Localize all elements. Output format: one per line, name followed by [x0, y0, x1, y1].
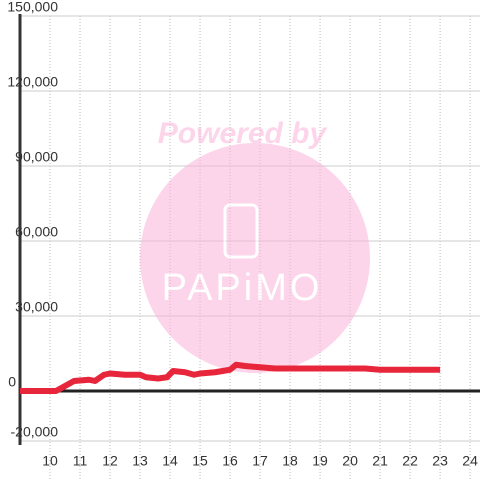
y-tick-label: 90,000 [15, 149, 58, 165]
line-series [20, 361, 441, 394]
y-tick-label: 150,000 [7, 0, 58, 15]
x-tick-label: 19 [312, 453, 328, 469]
y-tick-label: 120,000 [7, 74, 58, 90]
x-tick-label: 15 [192, 453, 208, 469]
watermark-logo: PAPiMO [162, 267, 323, 309]
x-tick-label: 20 [342, 453, 358, 469]
x-tick-label: 14 [162, 453, 178, 469]
y-tick-label: 60,000 [15, 224, 58, 240]
x-tick-label: 21 [372, 453, 388, 469]
x-tick-label: 17 [252, 453, 268, 469]
x-tick-label: 10 [42, 453, 58, 469]
x-tick-label: 16 [222, 453, 238, 469]
watermark: Powered by PAPiMO [140, 117, 370, 373]
x-tick-label: 13 [132, 453, 148, 469]
watermark-phone [223, 203, 259, 259]
x-tick-label: 18 [282, 453, 298, 469]
watermark-circle [140, 143, 370, 373]
y-tick-label: 30,000 [15, 299, 58, 315]
x-tick-label: 11 [73, 453, 88, 469]
x-tick-label: 22 [402, 453, 418, 469]
x-tick-label: 12 [102, 453, 118, 469]
x-tick-label: 24 [462, 453, 478, 469]
watermark-text: Powered by [158, 117, 328, 150]
x-tick-label: 23 [432, 453, 448, 469]
y-tick-label: 0 [8, 374, 16, 390]
y-tick-label: -20,000 [11, 424, 59, 440]
